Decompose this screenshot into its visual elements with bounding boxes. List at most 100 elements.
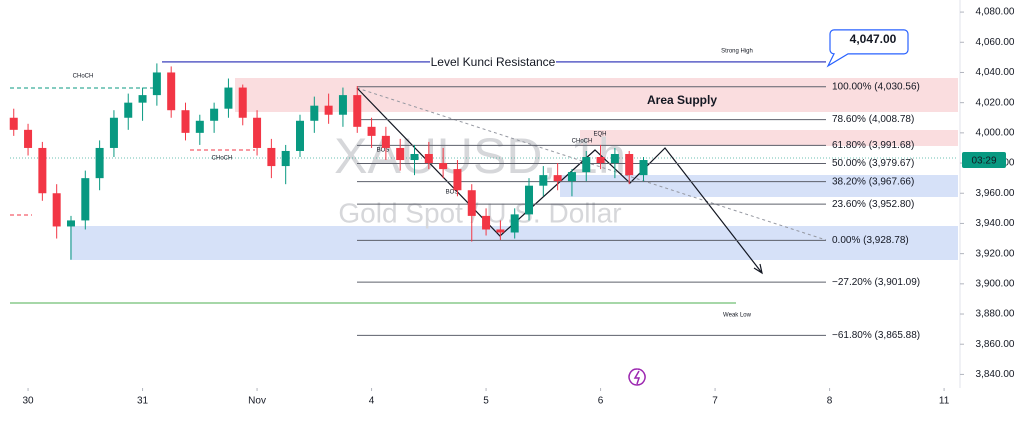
fib-label: 100.00% (4,030.56) bbox=[832, 81, 920, 92]
annotation: Strong High bbox=[721, 49, 753, 55]
annotation: BOS bbox=[377, 148, 390, 154]
candle-body bbox=[24, 129, 33, 148]
callout bbox=[826, 29, 909, 68]
callout-value: 4,047.00 bbox=[850, 32, 897, 46]
candle-body bbox=[525, 185, 534, 215]
x-tick-label: 31 bbox=[137, 396, 149, 407]
y-tick-label: 4,040.00 bbox=[976, 67, 1015, 78]
candle-body bbox=[338, 95, 347, 115]
candle-body bbox=[109, 117, 118, 148]
x-tick-label: 8 bbox=[827, 396, 833, 407]
candle-body bbox=[181, 110, 190, 133]
candle-body bbox=[224, 87, 233, 109]
fib-label: −27.20% (3,901.09) bbox=[832, 277, 920, 288]
candle-body bbox=[167, 72, 176, 111]
candle-body bbox=[510, 214, 519, 233]
y-tick-label: 3,940.00 bbox=[976, 218, 1015, 229]
annotation: CHoCH bbox=[212, 156, 233, 162]
candle-body bbox=[567, 172, 576, 182]
candle-body bbox=[496, 229, 505, 233]
y-tick-label: 4,080.00 bbox=[976, 7, 1015, 18]
zone-label: Area Supply bbox=[647, 93, 717, 107]
candle-body bbox=[396, 147, 405, 161]
candle-body bbox=[210, 108, 219, 121]
x-tick-label: Nov bbox=[248, 396, 266, 407]
candle-body bbox=[367, 126, 376, 136]
y-tick-label: 3,860.00 bbox=[976, 339, 1015, 350]
annotation: BOS bbox=[446, 190, 459, 196]
fib-label: 23.60% (3,952.80) bbox=[832, 199, 914, 210]
candle-body bbox=[625, 153, 634, 176]
y-tick-label: 3,960.00 bbox=[976, 188, 1015, 199]
fib-label: 61.80% (3,991.68) bbox=[832, 140, 914, 151]
x-tick-label: 30 bbox=[22, 396, 34, 407]
zigzag-projection bbox=[356, 87, 763, 274]
annotation: EQH bbox=[593, 132, 606, 138]
fib-label: 78.60% (4,008.78) bbox=[832, 114, 914, 125]
candle-body bbox=[639, 160, 648, 176]
candle-body bbox=[124, 102, 133, 118]
candle-body bbox=[9, 117, 18, 130]
annotation: CHoCH bbox=[572, 139, 593, 145]
candle-body bbox=[296, 120, 304, 151]
fib-label: 38.20% (3,967.66) bbox=[832, 176, 914, 187]
candle-body bbox=[324, 105, 333, 115]
candle-body bbox=[66, 220, 75, 227]
fib-label: 50.00% (3,979.67) bbox=[832, 158, 914, 169]
candle-body bbox=[582, 157, 591, 173]
candle-body bbox=[253, 117, 262, 148]
candle-body bbox=[381, 135, 390, 148]
x-tick-label: 5 bbox=[483, 396, 489, 407]
price-tag bbox=[962, 152, 1006, 169]
fib-label: 0.00% (3,928.78) bbox=[832, 235, 909, 246]
candle-body bbox=[238, 87, 247, 118]
x-tick-label: 7 bbox=[712, 396, 718, 407]
x-tick-label: 11 bbox=[939, 396, 950, 407]
candle-body bbox=[81, 178, 90, 221]
y-tick-label: 4,020.00 bbox=[976, 97, 1015, 108]
candle-body bbox=[38, 147, 47, 194]
candle-body bbox=[439, 163, 448, 170]
watermark-name: Gold Spot / U.S. Dollar bbox=[338, 197, 621, 228]
demand-zone-small bbox=[560, 175, 958, 197]
y-tick-label: 4,060.00 bbox=[976, 37, 1015, 48]
zones bbox=[70, 78, 958, 260]
resistance-label-bg bbox=[430, 54, 556, 69]
y-tick-label: 3,840.00 bbox=[976, 369, 1015, 380]
supply-zone-small bbox=[580, 130, 958, 146]
candle-body bbox=[482, 215, 491, 230]
countdown: 03:29 bbox=[971, 156, 996, 167]
annotation: CHoCH bbox=[73, 74, 94, 80]
candle-body bbox=[195, 120, 204, 133]
candle-body bbox=[596, 157, 605, 164]
x-tick-label: 6 bbox=[598, 396, 604, 407]
y-tick-label: 3,900.00 bbox=[976, 278, 1015, 289]
y-tick-label: 4,000.00 bbox=[976, 127, 1015, 138]
watermark-symbol: XAUUSD, 1h bbox=[334, 128, 626, 184]
candle-body bbox=[424, 153, 433, 164]
candle-body bbox=[281, 150, 290, 167]
candle-body bbox=[52, 193, 61, 227]
candle-body bbox=[138, 95, 147, 103]
x-tick-label: 4 bbox=[369, 396, 375, 407]
candle-body bbox=[453, 169, 462, 191]
fib-label: −61.80% (3,865.88) bbox=[832, 330, 920, 341]
candle-body bbox=[353, 95, 362, 127]
candle-body bbox=[467, 190, 476, 216]
resistance-label: Level Kunci Resistance bbox=[431, 55, 556, 69]
y-tick-label: 3,880.00 bbox=[976, 309, 1015, 320]
candle-body bbox=[539, 175, 548, 186]
candle-body bbox=[410, 153, 419, 161]
candle-body bbox=[610, 153, 619, 164]
candle-body bbox=[95, 147, 104, 179]
y-tick-label: 3,920.00 bbox=[976, 248, 1015, 259]
candle-body bbox=[310, 105, 319, 121]
icon bbox=[628, 368, 646, 386]
annotation: Weak Low bbox=[723, 313, 752, 319]
candle-body bbox=[152, 72, 161, 96]
candle-body bbox=[553, 175, 562, 182]
arrow-head bbox=[753, 263, 763, 275]
candle-body bbox=[267, 147, 276, 167]
